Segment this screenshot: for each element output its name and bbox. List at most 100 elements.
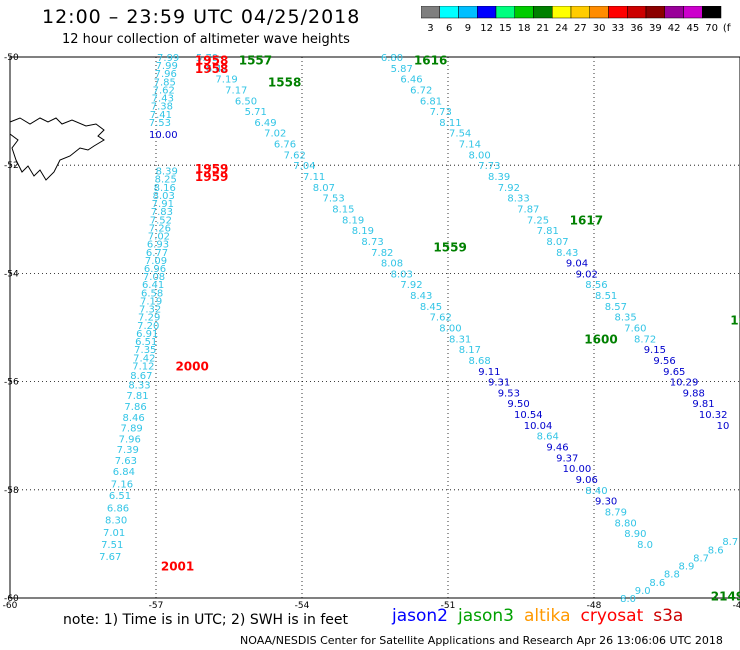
map-frame — [9, 56, 740, 599]
swh-value: 9.30 — [595, 497, 617, 508]
swh-value: 6.93 — [147, 240, 169, 251]
swh-value: 9.65 — [663, 367, 685, 378]
swh-value: 6.77 — [146, 248, 168, 259]
swh-value: 9.31 — [488, 378, 510, 389]
time-label: 1557 — [239, 54, 272, 68]
swh-value: 7.62 — [153, 85, 175, 96]
legend-item-cryosat: cryosat — [580, 606, 644, 626]
colorbar-label: 18 — [518, 23, 531, 34]
falkland-islands-coastline — [9, 117, 105, 181]
colorbar-label: 33 — [612, 23, 625, 34]
swh-value: 6.46 — [400, 75, 422, 86]
swh-value: 8.19 — [342, 215, 364, 226]
swh-value: 7.08 — [143, 272, 165, 283]
colorbar-label: 6 — [446, 23, 452, 34]
swh-value: 7.85 — [154, 77, 176, 88]
colorbar-label: 70 — [705, 23, 718, 34]
lat-tick-label: -50 — [4, 53, 19, 63]
swh-value: 9.46 — [546, 443, 568, 454]
swh-value: 9.02 — [576, 269, 598, 280]
colorbar-swatch — [702, 6, 722, 19]
time-label: 1616 — [414, 54, 447, 68]
swh-value: 8.00 — [439, 324, 461, 335]
swh-value: 8.7 — [693, 553, 709, 564]
swh-value: 7.29 — [138, 313, 160, 324]
swh-value: 9.81 — [692, 399, 714, 410]
swh-value: 6.72 — [410, 85, 432, 96]
swh-value: 8.07 — [546, 237, 568, 248]
swh-value: 6.51 — [135, 337, 157, 348]
swh-value: 8.56 — [585, 280, 607, 291]
time-label: 1958 — [195, 54, 228, 68]
swh-value: 7.83 — [151, 207, 173, 218]
swh-value: 7.60 — [624, 324, 646, 335]
legend-item-s3a: s3a — [653, 606, 684, 626]
legend-item-jason3: jason3 — [458, 606, 514, 626]
swh-value: 8.39 — [156, 167, 178, 178]
swh-value: 7.41 — [150, 110, 172, 121]
lon-tick-label: -45 — [733, 601, 740, 610]
swh-value: 8.33 — [128, 380, 150, 391]
colorbar-label: 9 — [465, 23, 471, 34]
swh-value: 8.33 — [507, 194, 529, 205]
swh-value: 9.11 — [478, 367, 500, 378]
swh-value: 7.11 — [303, 172, 325, 183]
time-label: 2001 — [161, 560, 194, 574]
swh-value: 8.31 — [449, 334, 471, 345]
swh-value: 7.82 — [371, 248, 393, 259]
swh-value: 7.17 — [225, 85, 247, 96]
time-label: 1559 — [433, 240, 466, 254]
swh-value: 8.43 — [410, 291, 432, 302]
swh-value: 7.20 — [137, 321, 159, 332]
swh-value: 8.16 — [154, 183, 176, 194]
swh-value: 7.39 — [117, 445, 139, 456]
swh-value: 6.86 — [107, 504, 129, 515]
track-a: 7.997.997.967.857.627.437.387.417.5310.0… — [149, 53, 180, 141]
colorbar-label: 42 — [668, 23, 681, 34]
swh-value: 8.6 — [708, 545, 724, 556]
swh-value: 8.35 — [615, 313, 637, 324]
colorbar-label: 15 — [499, 23, 512, 34]
swh-value: 7.53 — [149, 118, 171, 129]
time-label: 161 — [730, 313, 740, 327]
swh-value: 7.38 — [151, 102, 173, 113]
swh-value: 7.51 — [101, 540, 123, 551]
swh-value: 8.64 — [537, 432, 559, 443]
swh-value: 7.87 — [517, 204, 539, 215]
swh-value: 8.11 — [439, 118, 461, 129]
swh-value: 10.32 — [699, 410, 728, 421]
credit-line: NOAA/NESDIS Center for Satellite Applica… — [240, 634, 723, 647]
swh-value: 7.92 — [498, 183, 520, 194]
swh-value: 8.30 — [105, 516, 127, 527]
colorbar-label: 39 — [649, 23, 662, 34]
lon-tick-label: -51 — [441, 601, 456, 610]
swh-value: 9.56 — [653, 356, 675, 367]
swh-value: 8.0 — [637, 540, 653, 551]
footer-note: note: 1) Time is in UTC; 2) SWH is in fe… — [63, 612, 349, 628]
swh-value: 5.87 — [391, 64, 413, 75]
swh-value: 8.7 — [722, 537, 738, 548]
swh-value: 7.19 — [140, 296, 162, 307]
colorbar-label: 36 — [630, 23, 643, 34]
swh-value: 8.00 — [469, 150, 491, 161]
swh-value: 7.09 — [145, 256, 167, 267]
swh-value: 8.39 — [488, 172, 510, 183]
swh-value: 8.9 — [679, 562, 695, 573]
swh-value: 7.53 — [323, 194, 345, 205]
swh-value: 7.26 — [149, 223, 171, 234]
swh-value: 7.89 — [121, 424, 143, 435]
time-label: 1959 — [195, 162, 228, 176]
swh-value: 6.50 — [235, 96, 257, 107]
swh-value: 8.90 — [624, 529, 646, 540]
swh-value: 7.19 — [215, 75, 237, 86]
swh-value: 7.63 — [115, 456, 137, 467]
lat-tick-label: -60 — [4, 594, 19, 604]
swh-value: 7.43 — [152, 94, 174, 105]
swh-value: 8.8 — [664, 570, 680, 581]
swh-value: 7.14 — [459, 140, 481, 151]
lat-tick-label: -56 — [4, 378, 19, 388]
lon-tick-label: -48 — [587, 601, 602, 610]
map-title: 12:00 – 23:59 UTC 04/25/2018 — [42, 6, 361, 28]
time-label: 1600 — [584, 332, 617, 346]
swh-value: 8.25 — [155, 175, 177, 186]
